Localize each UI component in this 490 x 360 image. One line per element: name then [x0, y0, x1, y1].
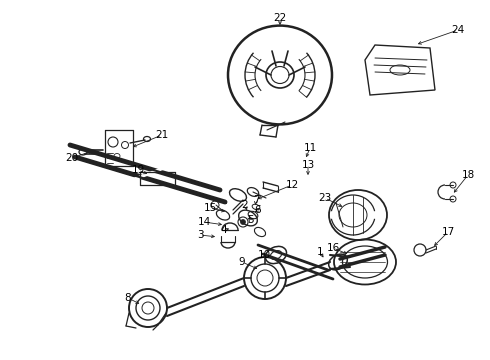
Text: 15: 15: [203, 203, 217, 213]
Circle shape: [241, 220, 245, 225]
Text: 4: 4: [220, 225, 227, 235]
Text: 2: 2: [242, 200, 248, 210]
Text: 7: 7: [253, 195, 259, 205]
Text: 16: 16: [326, 243, 340, 253]
Text: 20: 20: [66, 153, 78, 163]
Text: 14: 14: [197, 217, 211, 227]
Text: 22: 22: [273, 13, 287, 23]
Text: 9: 9: [239, 257, 245, 267]
Text: 24: 24: [451, 25, 465, 35]
Text: 23: 23: [318, 193, 332, 203]
Text: 12: 12: [285, 180, 298, 190]
Text: 11: 11: [303, 143, 317, 153]
Text: 18: 18: [462, 170, 475, 180]
Text: 6: 6: [255, 205, 261, 215]
Text: 19: 19: [131, 165, 145, 175]
Text: 10: 10: [257, 250, 270, 260]
Text: 3: 3: [196, 230, 203, 240]
Text: 17: 17: [441, 227, 455, 237]
Text: 13: 13: [301, 160, 315, 170]
Text: 8: 8: [124, 293, 131, 303]
Text: 21: 21: [155, 130, 169, 140]
Text: 1: 1: [317, 247, 323, 257]
Text: 5: 5: [246, 215, 253, 225]
